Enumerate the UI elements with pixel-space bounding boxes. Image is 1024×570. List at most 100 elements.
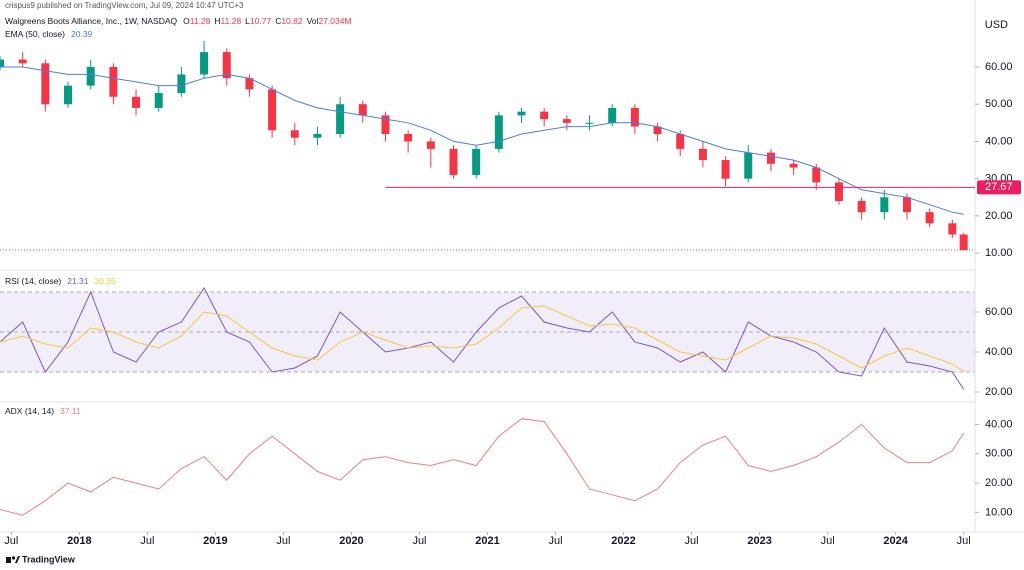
candle-body xyxy=(959,234,968,251)
candle-body xyxy=(925,212,934,224)
candle-body xyxy=(744,152,753,179)
y-tick-label: 40.00 xyxy=(985,346,1013,358)
y-tick-label: 40.00 xyxy=(985,135,1013,147)
ohlc-value: 11.28 xyxy=(190,16,211,26)
ohlc-value: 10.82 xyxy=(281,16,303,26)
candle-body xyxy=(336,104,345,134)
candle-body xyxy=(948,223,957,235)
x-tick-label: 2020 xyxy=(339,535,363,547)
candle-body xyxy=(0,59,4,67)
x-tick-label: Jul xyxy=(4,535,18,547)
candle-body xyxy=(608,107,617,123)
x-tick-label: 2022 xyxy=(611,535,635,547)
indicator-name: ADX (14, 14) xyxy=(5,406,54,416)
series-line xyxy=(0,287,965,390)
indicator-name: EMA (50, close) xyxy=(5,29,65,39)
x-tick-label: Jul xyxy=(957,535,971,547)
x-tick-label: Jul xyxy=(412,535,426,547)
candle-body xyxy=(698,148,707,161)
x-tick-label: 2023 xyxy=(747,535,771,547)
plot-area xyxy=(0,40,975,516)
y-tick-label: 20.00 xyxy=(985,210,1013,222)
candle-body xyxy=(290,130,299,138)
x-tick-label: 2024 xyxy=(883,535,908,547)
y-tick-label: 60.00 xyxy=(985,61,1013,73)
volume-label: Vol xyxy=(307,16,319,26)
legend: Walgreens Boots Alliance, Inc., 1W, NASD… xyxy=(5,16,352,26)
candle-body xyxy=(200,52,209,75)
candle-body xyxy=(540,111,549,120)
series-line xyxy=(0,305,964,372)
candle-body xyxy=(676,134,685,149)
x-tick-label: Jul xyxy=(821,535,835,547)
candle-body xyxy=(18,59,27,64)
series-line xyxy=(0,66,964,215)
candle-body xyxy=(41,63,50,105)
candle-body xyxy=(313,134,322,138)
x-tick-label: Jul xyxy=(685,535,699,547)
candle-body xyxy=(449,148,458,175)
candle-body xyxy=(472,148,481,175)
candle-body xyxy=(630,107,639,127)
candle-body xyxy=(766,152,775,164)
candle-body xyxy=(834,182,843,201)
indicator-value: 37.11 xyxy=(60,406,81,416)
candle-body xyxy=(494,115,503,149)
ohlc-value: 10.77 xyxy=(250,16,272,26)
logo-shape xyxy=(15,556,20,563)
indicator-name: RSI (14, close) xyxy=(5,276,61,286)
candle-body xyxy=(812,167,821,183)
legend: RSI (14, close) 21.31 30.35 xyxy=(5,276,116,286)
candle-body xyxy=(653,126,662,134)
y-tick-label: 50.00 xyxy=(985,98,1013,110)
indicator-value: 30.35 xyxy=(95,276,117,286)
x-tick-label: 2018 xyxy=(67,535,91,547)
price-label: 27.67 xyxy=(985,181,1013,193)
candle-body xyxy=(358,104,367,116)
candle-body xyxy=(109,67,118,97)
price-label-box xyxy=(977,180,1021,195)
candle-body xyxy=(789,163,798,168)
candle-body xyxy=(404,134,413,142)
y-tick-label: 10.00 xyxy=(985,247,1013,259)
footer-logo xyxy=(6,556,20,563)
candle-body xyxy=(381,115,390,134)
x-tick-label: Jul xyxy=(140,535,154,547)
candle-body xyxy=(177,74,186,94)
candle-body xyxy=(857,201,866,213)
x-tick-label: 2021 xyxy=(475,535,499,547)
legend: EMA (50, close) 20.39 xyxy=(5,29,93,39)
y-tick-label: 30.00 xyxy=(985,448,1013,460)
candle-body xyxy=(517,111,526,116)
footer-brand: TradingView xyxy=(22,554,76,564)
published-note: crispus9 published on TradingView.com, J… xyxy=(5,1,244,10)
y-tick-label: 40.00 xyxy=(985,418,1013,430)
candle-body xyxy=(585,122,594,124)
volume-value: 27.034M xyxy=(318,16,351,26)
indicator-value: 21.31 xyxy=(67,276,89,286)
x-tick-label: Jul xyxy=(276,535,290,547)
candle-body xyxy=(902,197,911,213)
candle-body xyxy=(426,141,435,149)
candle-body xyxy=(721,160,730,179)
y-tick-label: 20.00 xyxy=(985,386,1013,398)
ohlc-value: 11.28 xyxy=(221,16,242,26)
y-tick-label: 20.00 xyxy=(985,477,1013,489)
candle-body xyxy=(154,93,163,108)
logo-shape xyxy=(11,556,16,560)
x-tick-label: 2019 xyxy=(203,535,227,547)
currency: USD xyxy=(985,19,1008,31)
series-line xyxy=(0,418,965,516)
ohlc-label: H xyxy=(214,16,220,26)
overlay: 10.00 20.00 30.00 40.00 50.00 60.00 27.67 Walgr… xyxy=(4,16,1021,547)
ohlc-label: L xyxy=(245,16,250,26)
indicator-value: 20.39 xyxy=(71,29,93,39)
candle-body xyxy=(268,89,277,131)
candle-body xyxy=(562,119,571,123)
x-tick-label: Jul xyxy=(548,535,562,547)
symbol-title: Walgreens Boots Alliance, Inc., 1W, NASD… xyxy=(5,16,178,26)
candle-body xyxy=(222,52,231,79)
